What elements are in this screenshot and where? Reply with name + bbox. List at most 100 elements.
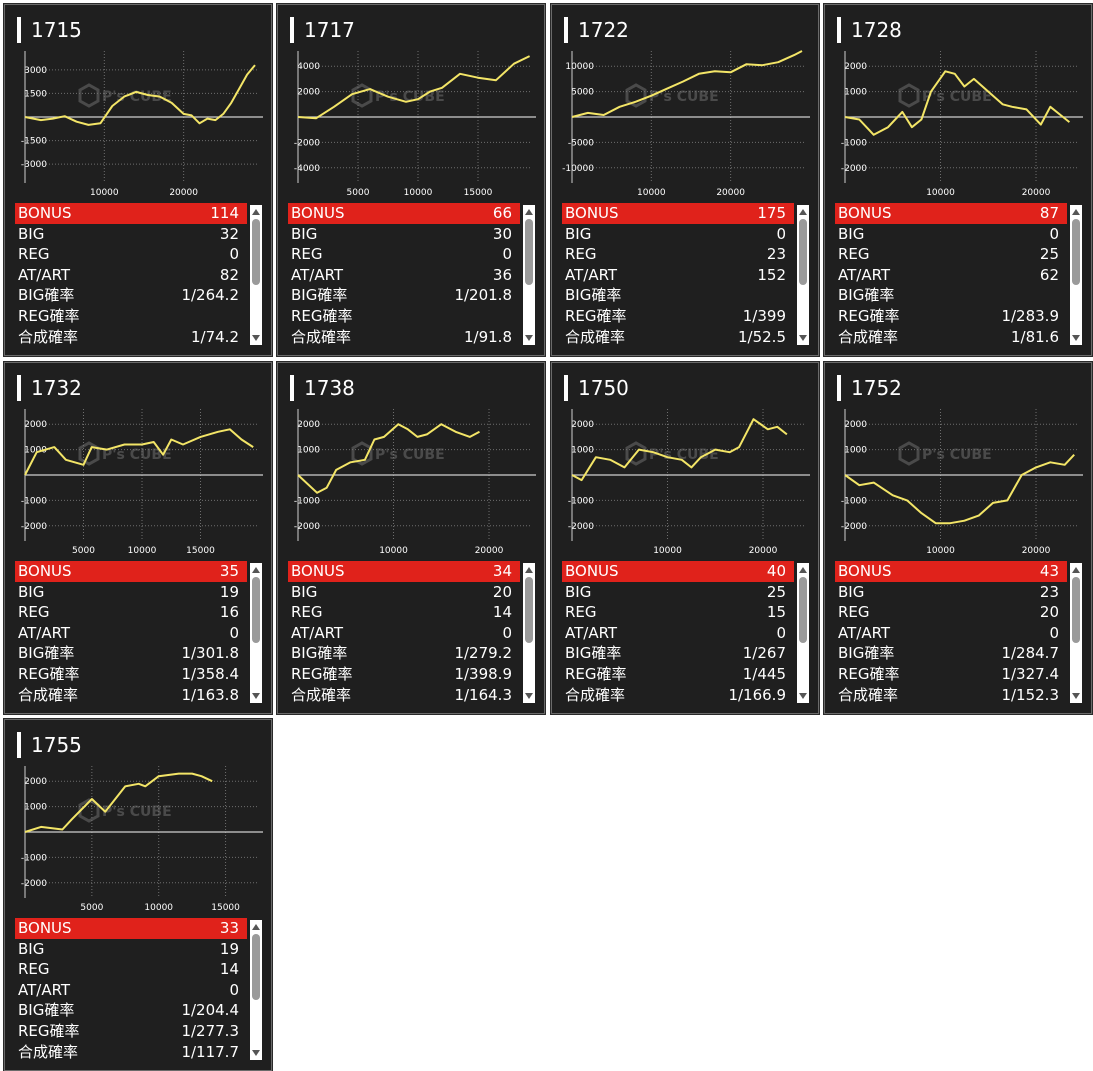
scroll-up-icon[interactable] bbox=[523, 206, 535, 218]
machine-number: 1755 bbox=[17, 732, 82, 758]
stats-list[interactable]: BONUS 87 BIG 0 REG 25 AT/ART 62 BIG確率 REG確率 1/283.… bbox=[835, 203, 1067, 348]
stat-value: 30 bbox=[492, 224, 512, 243]
stat-value: 1/267 bbox=[742, 644, 786, 663]
scroll-thumb[interactable] bbox=[799, 219, 807, 285]
stats-list[interactable]: BONUS 34 BIG 20 REG 14 AT/ART 0 BIG確率 1/279.2 REG確… bbox=[288, 561, 520, 706]
scroll-up-icon[interactable] bbox=[1070, 206, 1082, 218]
machine-number: 1722 bbox=[564, 17, 629, 43]
scroll-thumb[interactable] bbox=[252, 219, 260, 285]
scroll-up-icon[interactable] bbox=[797, 206, 809, 218]
machine-card[interactable]: 1715 P's CUBE 10000 20000 3000 1500 -1500 -3000… bbox=[3, 3, 273, 357]
x-tick-label: 15000 bbox=[464, 188, 493, 198]
stats-list[interactable]: BONUS 35 BIG 19 REG 16 AT/ART 0 BIG確率 1/301.8 REG確… bbox=[15, 561, 247, 706]
stats-scrollbar[interactable] bbox=[797, 205, 809, 345]
scroll-thumb[interactable] bbox=[799, 577, 807, 643]
stats-scrollbar[interactable] bbox=[250, 563, 262, 703]
stat-row-total-rate: 合成確率 1/117.7 bbox=[15, 1042, 247, 1063]
scroll-down-icon[interactable] bbox=[523, 332, 535, 344]
scroll-up-icon[interactable] bbox=[523, 564, 535, 576]
x-tick-label: 10000 bbox=[144, 903, 173, 913]
stat-row-reg: REG 25 bbox=[835, 244, 1067, 265]
stat-label: BONUS bbox=[838, 204, 892, 222]
stats-scrollbar[interactable] bbox=[523, 205, 535, 345]
machine-card[interactable]: 1717 P's CUBE 5000 10000 15000 4000 2000 -2000 -… bbox=[276, 3, 546, 357]
stat-label: 合成確率 bbox=[18, 327, 79, 346]
machine-card[interactable]: 1752 P's CUBE 10000 20000 2000 1000 -1000 -2000… bbox=[823, 361, 1093, 715]
stat-row-bonus: BONUS 35 bbox=[15, 561, 247, 582]
stat-label: 合成確率 bbox=[18, 1042, 79, 1061]
payout-chart: P's CUBE 5000 10000 15000 4000 2000 -2000 -4000 bbox=[294, 51, 536, 198]
payout-chart: P's CUBE 5000 10000 15000 2000 1000 -1000 -2000 bbox=[21, 409, 263, 556]
scroll-up-icon[interactable] bbox=[797, 564, 809, 576]
stats-list[interactable]: BONUS 43 BIG 23 REG 20 AT/ART 0 BIG確率 1/284.7 REG確… bbox=[835, 561, 1067, 706]
y-tick-label: -2000 bbox=[21, 879, 47, 889]
stats-list[interactable]: BONUS 33 BIG 19 REG 14 AT/ART 0 BIG確率 1/204.4 REG確… bbox=[15, 918, 247, 1063]
scroll-down-icon[interactable] bbox=[250, 332, 262, 344]
machine-card[interactable]: 1728 P's CUBE 10000 20000 2000 1000 -1000 -2000… bbox=[823, 3, 1093, 357]
scroll-down-icon[interactable] bbox=[1070, 332, 1082, 344]
scroll-up-icon[interactable] bbox=[250, 921, 262, 933]
x-tick-label: 10000 bbox=[90, 188, 119, 198]
y-tick-label: 1500 bbox=[24, 89, 47, 99]
watermark-text: P's CUBE bbox=[649, 89, 719, 105]
scroll-down-icon[interactable] bbox=[797, 332, 809, 344]
payout-line bbox=[24, 428, 254, 476]
scroll-down-icon[interactable] bbox=[250, 1047, 262, 1059]
watermark-logo: P's CUBE bbox=[898, 441, 992, 466]
stat-value: 14 bbox=[219, 960, 239, 979]
stats-scrollbar[interactable] bbox=[1070, 563, 1082, 703]
scroll-down-icon[interactable] bbox=[1070, 690, 1082, 702]
stat-label: BIG確率 bbox=[565, 286, 622, 305]
stat-value: 1/91.8 bbox=[464, 327, 512, 346]
stat-label: REG bbox=[291, 245, 323, 264]
scroll-thumb[interactable] bbox=[1072, 219, 1080, 285]
scroll-thumb[interactable] bbox=[1072, 577, 1080, 643]
stats-list[interactable]: BONUS 114 BIG 32 REG 0 AT/ART 82 BIG確率 1/264.2 REG… bbox=[15, 203, 247, 348]
scroll-down-icon[interactable] bbox=[523, 690, 535, 702]
stat-row-at: AT/ART 0 bbox=[15, 623, 247, 644]
stat-label: BONUS bbox=[291, 204, 345, 222]
stat-label: REG確率 bbox=[291, 306, 353, 325]
scroll-thumb[interactable] bbox=[252, 577, 260, 643]
machine-card[interactable]: 1750 P's CUBE 10000 20000 2000 1000 -1000 -2000… bbox=[550, 361, 820, 715]
stat-value: 152 bbox=[757, 265, 786, 284]
stat-label: BIG bbox=[291, 224, 318, 243]
scroll-thumb[interactable] bbox=[525, 577, 533, 643]
scroll-up-icon[interactable] bbox=[250, 206, 262, 218]
stat-label: REG確率 bbox=[18, 1021, 80, 1040]
stat-label: BIG bbox=[18, 939, 45, 958]
stat-row-total-rate: 合成確率 1/163.8 bbox=[15, 685, 247, 706]
scroll-up-icon[interactable] bbox=[1070, 564, 1082, 576]
scroll-down-icon[interactable] bbox=[250, 690, 262, 702]
stat-value: 0 bbox=[502, 623, 512, 642]
stat-row-at: AT/ART 0 bbox=[835, 623, 1067, 644]
stats-scrollbar[interactable] bbox=[523, 563, 535, 703]
stat-value: 25 bbox=[766, 582, 786, 601]
x-tick-label: 20000 bbox=[749, 546, 778, 556]
scroll-down-icon[interactable] bbox=[797, 690, 809, 702]
stat-value: 23 bbox=[766, 245, 786, 264]
stats-scrollbar[interactable] bbox=[250, 205, 262, 345]
stat-row-reg-rate: REG確率 bbox=[15, 306, 247, 327]
scroll-thumb[interactable] bbox=[252, 934, 260, 1000]
machine-card[interactable]: 1738 P's CUBE 10000 20000 2000 1000 -1000 -2000… bbox=[276, 361, 546, 715]
scroll-up-icon[interactable] bbox=[250, 564, 262, 576]
stats-scrollbar[interactable] bbox=[1070, 205, 1082, 345]
stat-label: BIG bbox=[838, 582, 865, 601]
stat-value: 43 bbox=[1039, 562, 1059, 580]
stat-label: BONUS bbox=[565, 204, 619, 222]
machine-card[interactable]: 1732 P's CUBE 5000 10000 15000 2000 1000 -1000 -… bbox=[3, 361, 273, 715]
stats-scrollbar[interactable] bbox=[797, 563, 809, 703]
stat-label: BONUS bbox=[838, 562, 892, 580]
y-tick-label: -2000 bbox=[841, 164, 867, 174]
stat-label: 合成確率 bbox=[565, 327, 626, 346]
machine-card[interactable]: 1722 P's CUBE 10000 20000 10000 5000 -5000 -100… bbox=[550, 3, 820, 357]
payout-line bbox=[844, 454, 1075, 525]
stats-scrollbar[interactable] bbox=[250, 920, 262, 1060]
stat-row-big-rate: BIG確率 bbox=[562, 285, 794, 306]
stats-list[interactable]: BONUS 175 BIG 0 REG 23 AT/ART 152 BIG確率 REG確率 1/39… bbox=[562, 203, 794, 348]
machine-card[interactable]: 1755 P's CUBE 5000 10000 15000 2000 1000 -1000 -… bbox=[3, 718, 273, 1071]
stats-list[interactable]: BONUS 66 BIG 30 REG 0 AT/ART 36 BIG確率 1/201.8 REG確… bbox=[288, 203, 520, 348]
scroll-thumb[interactable] bbox=[525, 219, 533, 285]
stats-list[interactable]: BONUS 40 BIG 25 REG 15 AT/ART 0 BIG確率 1/267 REG確率 1… bbox=[562, 561, 794, 706]
